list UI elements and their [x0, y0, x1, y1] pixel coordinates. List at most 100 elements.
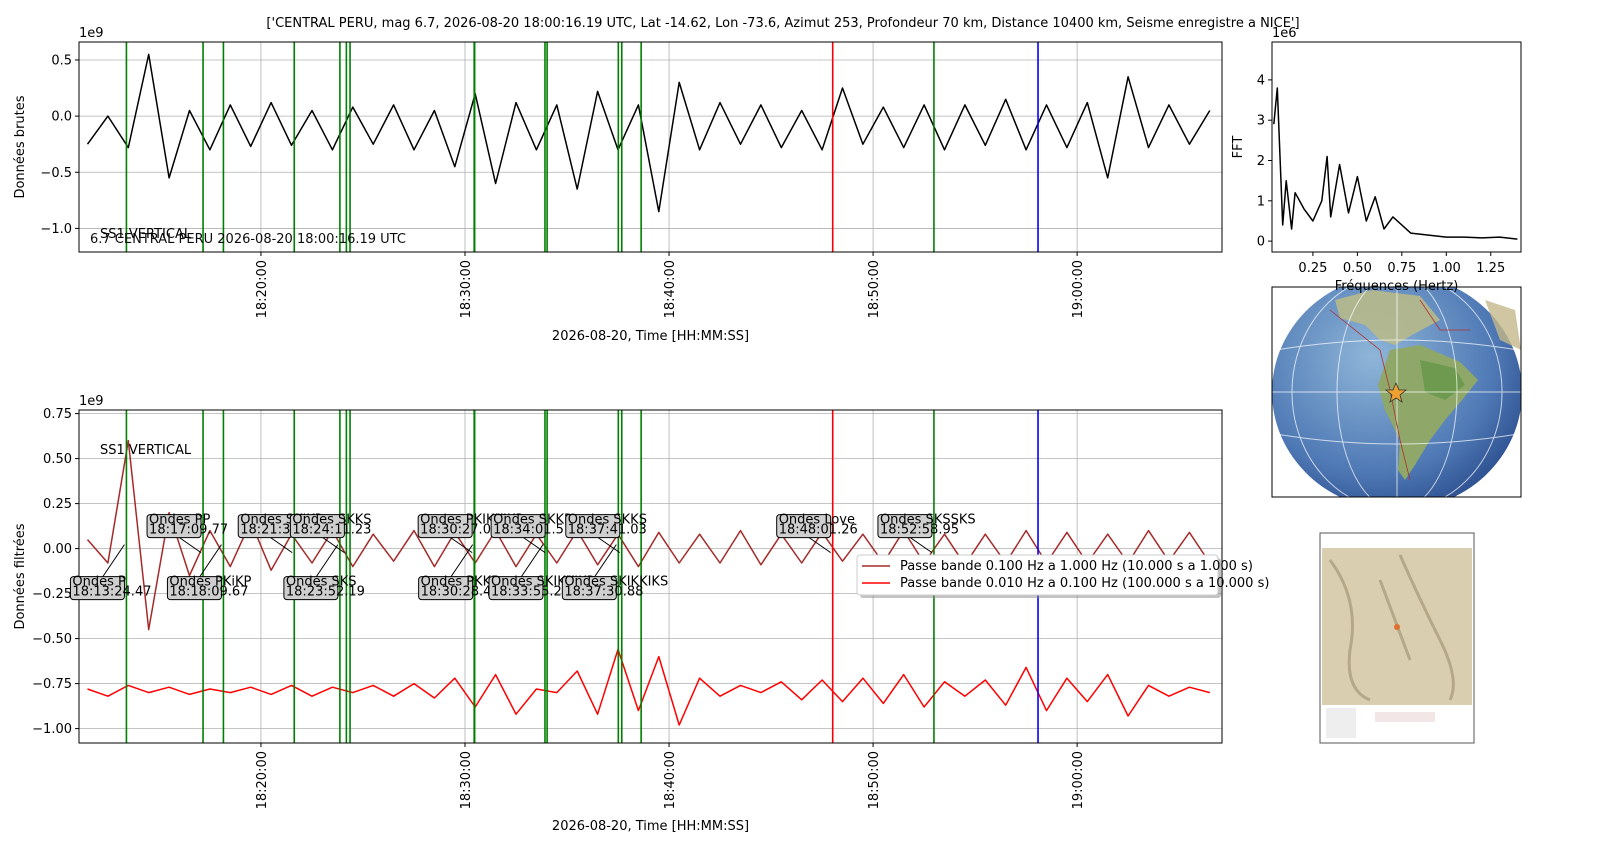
- axes: −1.0 −0.5 0.0 0.5 18:20:00 18:30:00 18:40:00 18…: [40, 42, 1222, 318]
- y-tick-label: 0.00: [43, 542, 72, 557]
- y-tick-label: 0.25: [43, 497, 72, 512]
- annotation-arrow: [808, 537, 831, 554]
- y-axis-label: Données filtrées: [13, 523, 28, 629]
- x-axis-label: 2026-08-20, Time [HH:MM:SS]: [552, 819, 749, 834]
- y-tick-label: −0.50: [32, 632, 72, 647]
- x-tick-label: 1.00: [1432, 261, 1461, 276]
- x-tick-label: 18:20:00: [255, 260, 270, 318]
- annotation-name: Ondes Love: [779, 513, 855, 528]
- axes: 0 1 2 3 4 0.25 0.50 0.75 1.00 1.25: [1257, 73, 1506, 276]
- y-offset-label: 1e9: [79, 394, 104, 409]
- y-axis-label: Données brutes: [13, 95, 28, 198]
- annotation-name: Ondes SKIKKIKS: [564, 575, 668, 590]
- annotation-arrow: [179, 537, 202, 554]
- annotation-time: 18:52:58.95: [880, 523, 959, 538]
- series-line: [1273, 87, 1518, 240]
- annotation-box: [166, 576, 222, 601]
- annotation-arrow: [523, 537, 546, 554]
- annotation-arrow: [322, 537, 345, 554]
- annotation-arrow: [910, 537, 933, 554]
- y-axis-label: FFT: [1231, 136, 1246, 159]
- x-tick-label: 18:40:00: [663, 260, 678, 318]
- annotation-box: [418, 576, 474, 601]
- annotation-arrow: [594, 544, 617, 577]
- y-offset-label: 1e9: [79, 26, 104, 41]
- x-tick-label: 18:30:00: [459, 260, 474, 318]
- plot-frame: [1271, 41, 1522, 253]
- x-tick-label: 18:50:00: [867, 260, 882, 318]
- annotation-time: 18:48:01.26: [779, 523, 858, 538]
- annotation-time: 18:37:41.03: [568, 523, 647, 538]
- series-line: [86, 53, 1211, 213]
- plot-frame: [78, 41, 1223, 253]
- annotation-arrow: [199, 544, 222, 577]
- x-tick-label: 0.75: [1387, 261, 1416, 276]
- annotation-arrow: [450, 544, 474, 577]
- trace-label: SS1 VERTICAL: [100, 227, 192, 242]
- y-tick-label: −0.75: [32, 677, 72, 692]
- annotation-box: [283, 576, 339, 601]
- x-tick-label: 18:20:00: [255, 751, 270, 809]
- y-tick-label: −1.0: [40, 222, 72, 237]
- regional-map: [1319, 532, 1475, 744]
- annotation-arrow: [102, 544, 125, 577]
- annotation-time: 18:33:55.20: [491, 585, 570, 600]
- annotation-arrow: [520, 544, 544, 577]
- event-banner: 6.7 CENTRAL PERU 2026-08-20 18:00:16.19 …: [90, 232, 406, 247]
- legend-label: Passe bande 0.010 Hz a 0.100 Hz (100.000…: [900, 576, 1269, 591]
- annotation-time: 18:30:28.43: [421, 585, 500, 600]
- annotation-box: [146, 514, 202, 539]
- x-tick-label: 19:00:00: [1071, 751, 1086, 809]
- annotation-box: [289, 514, 345, 539]
- x-tick-label: 0.50: [1343, 261, 1372, 276]
- legend: [856, 554, 1219, 596]
- annotation-name: Ondes P: [72, 575, 126, 590]
- annotation-box: [490, 514, 546, 539]
- y-tick-label: 1: [1257, 194, 1265, 209]
- annotation-name: Ondes PKiKP: [169, 575, 251, 590]
- x-tick-label: 1.25: [1476, 261, 1505, 276]
- axes: −1.00 −0.75 −0.50 −0.25 0.00 0.25 0.50 0.75 18:2…: [32, 407, 1222, 809]
- trace-label: SS1 VERTICAL: [100, 443, 192, 458]
- annotation-box: [561, 576, 617, 601]
- x-axis-label: Fréquences (Hertz): [1335, 279, 1459, 294]
- legend-label: Passe bande 0.100 Hz a 1.000 Hz (10.000 …: [900, 559, 1253, 574]
- series-line: [87, 648, 1210, 726]
- figure-title: ['CENTRAL PERU, mag 6.7, 2026-08-20 18:0…: [266, 16, 1299, 31]
- y-tick-label: 4: [1257, 73, 1265, 88]
- y-tick-label: 2: [1257, 154, 1265, 169]
- series-line: [86, 439, 1211, 631]
- annotation-time: 18:23:52.19: [286, 585, 365, 600]
- annotation-time: 18:18:09.67: [169, 585, 248, 600]
- annotation-arrow: [315, 544, 339, 577]
- y-tick-label: 0.75: [43, 407, 72, 422]
- annotation-name: Ondes PKKP: [421, 575, 500, 590]
- annotation-time: 18:13:24.47: [72, 585, 151, 600]
- x-tick-label: 19:00:00: [1071, 260, 1086, 318]
- globe-map: [1272, 287, 1521, 497]
- annotation-box: [417, 514, 473, 539]
- globe-frame: [1271, 286, 1522, 498]
- x-tick-label: 18:40:00: [663, 751, 678, 809]
- annotation-box: [488, 576, 544, 601]
- annotation-time: 18:34:01.51: [493, 523, 572, 538]
- y-tick-label: 3: [1257, 114, 1265, 129]
- annotation-name: Ondes SKKP: [493, 513, 572, 528]
- y-tick-label: 0.50: [43, 452, 72, 467]
- annotation-name: Ondes PP: [149, 513, 210, 528]
- y-tick-label: 0.0: [51, 110, 72, 125]
- annotation-box: [565, 514, 621, 539]
- annotation-arrow: [270, 537, 293, 554]
- annotation-box: [776, 514, 832, 539]
- annotation-arrow: [450, 537, 473, 554]
- annotation-arrow: [597, 537, 621, 554]
- y-tick-label: 0: [1257, 235, 1265, 250]
- x-tick-label: 18:50:00: [867, 751, 882, 809]
- annotation-time: 18:37:30.88: [564, 585, 643, 600]
- y-tick-label: −1.00: [32, 722, 72, 737]
- annotation-box: [877, 514, 933, 539]
- y-offset-label: 1e6: [1272, 26, 1297, 41]
- x-tick-label: 0.25: [1298, 261, 1327, 276]
- annotation-name: Ondes SKKS: [292, 513, 371, 528]
